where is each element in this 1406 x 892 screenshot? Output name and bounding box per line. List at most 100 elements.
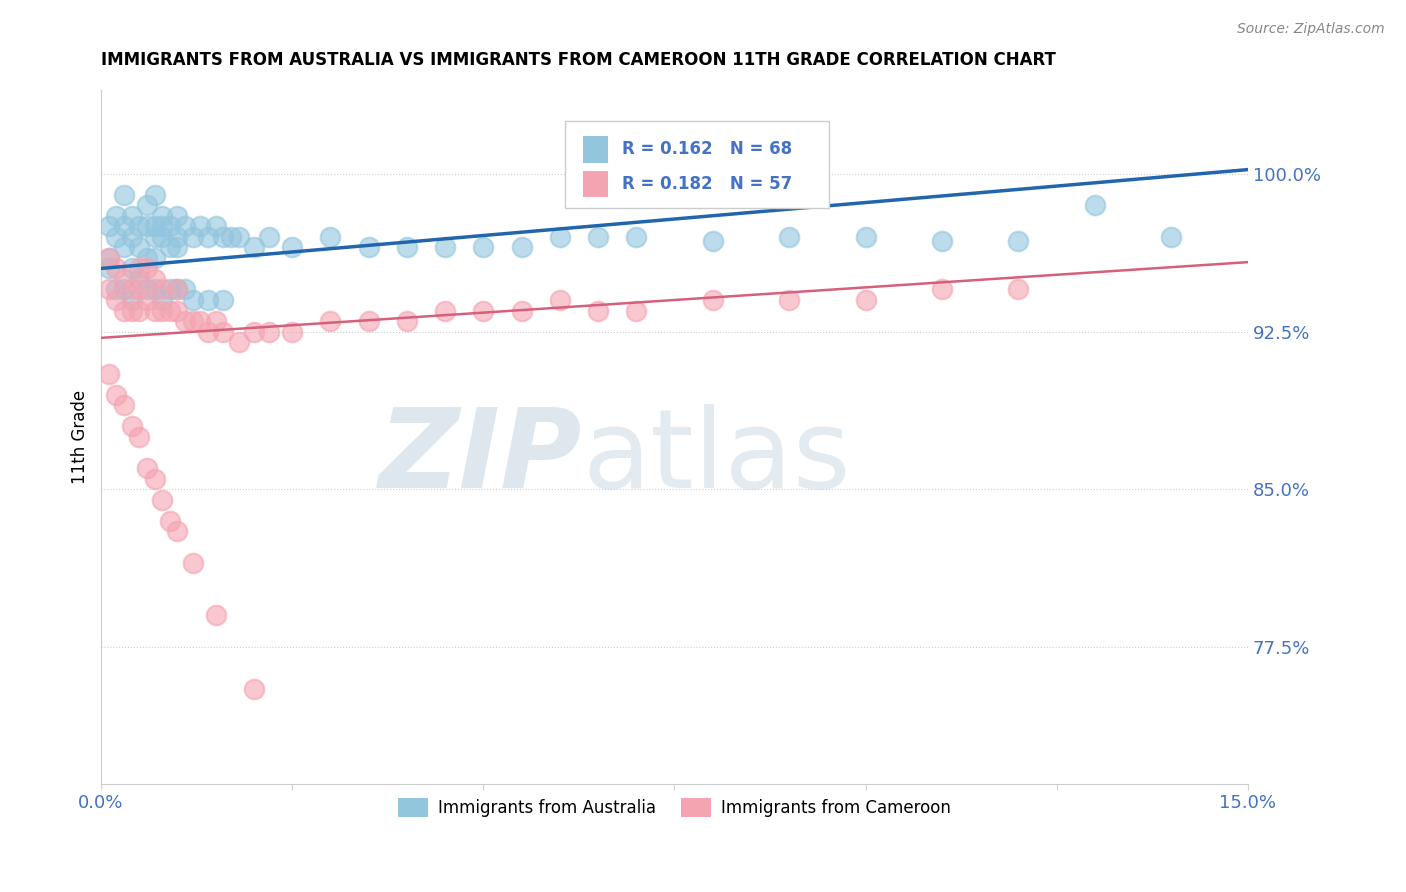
Point (204, 219, 226, 234)
Point (150, 492, 173, 507)
Point (159, 283, 181, 297)
Point (97, 219, 120, 234)
Point (174, 219, 197, 234)
Point (228, 334, 250, 349)
Point (281, 240, 304, 254)
Point (105, 387, 128, 401)
Point (150, 303, 173, 318)
Point (778, 230, 800, 244)
Point (197, 230, 219, 244)
Point (135, 251, 157, 265)
Point (931, 283, 953, 297)
Point (105, 293, 128, 307)
Point (112, 398, 135, 412)
Point (135, 283, 157, 297)
Point (143, 283, 166, 297)
Point (128, 272, 150, 286)
Point (121, 230, 143, 244)
Legend: Immigrants from Australia, Immigrants from Cameroon: Immigrants from Australia, Immigrants fr… (391, 791, 957, 824)
Point (212, 293, 235, 307)
Point (228, 230, 250, 244)
Point (702, 293, 724, 307)
Point (121, 293, 143, 307)
Point (97, 251, 120, 265)
Point (128, 240, 150, 254)
Text: atlas: atlas (582, 404, 851, 511)
Point (319, 314, 342, 328)
Point (143, 187, 166, 202)
Point (121, 283, 143, 297)
Point (135, 261, 157, 276)
Point (135, 293, 157, 307)
Point (150, 219, 173, 234)
Point (166, 230, 188, 244)
Point (702, 234, 724, 248)
Point (150, 283, 173, 297)
Point (97, 251, 120, 265)
Point (1160, 230, 1182, 244)
Point (510, 303, 533, 318)
Point (931, 234, 953, 248)
Text: R = 0.162   N = 68: R = 0.162 N = 68 (621, 140, 792, 159)
Point (395, 240, 418, 254)
Point (548, 293, 571, 307)
Point (166, 240, 188, 254)
Point (434, 303, 457, 318)
Point (121, 261, 143, 276)
Point (586, 230, 609, 244)
Point (204, 608, 226, 623)
Text: ZIP: ZIP (380, 404, 582, 511)
Point (105, 283, 128, 297)
Text: Source: ZipAtlas.com: Source: ZipAtlas.com (1237, 22, 1385, 37)
Y-axis label: 11th Grade: 11th Grade (72, 390, 89, 483)
Point (150, 293, 173, 307)
Point (159, 303, 181, 318)
Point (97, 261, 120, 276)
Point (166, 209, 188, 223)
Point (143, 272, 166, 286)
Point (243, 682, 266, 697)
Point (105, 209, 128, 223)
Point (112, 272, 135, 286)
Point (586, 303, 609, 318)
Point (112, 303, 135, 318)
Point (135, 461, 157, 475)
Point (472, 303, 495, 318)
Point (1007, 234, 1029, 248)
Point (212, 325, 235, 339)
FancyBboxPatch shape (582, 171, 607, 197)
Point (319, 230, 342, 244)
Point (166, 303, 188, 318)
Point (855, 230, 877, 244)
FancyBboxPatch shape (582, 136, 607, 162)
Point (150, 230, 173, 244)
Point (112, 219, 135, 234)
Point (143, 303, 166, 318)
Point (357, 240, 380, 254)
Point (357, 314, 380, 328)
Point (197, 293, 219, 307)
Point (181, 230, 204, 244)
Point (219, 230, 242, 244)
Point (472, 240, 495, 254)
Point (197, 325, 219, 339)
Point (434, 240, 457, 254)
Point (1007, 283, 1029, 297)
Point (626, 230, 648, 244)
Point (135, 198, 157, 212)
Point (159, 240, 181, 254)
Point (190, 219, 212, 234)
Point (166, 283, 188, 297)
Point (112, 240, 135, 254)
Point (257, 325, 280, 339)
Point (243, 325, 266, 339)
Point (204, 314, 226, 328)
FancyBboxPatch shape (565, 121, 830, 208)
Point (97, 367, 120, 381)
Point (181, 556, 204, 570)
Point (121, 419, 143, 434)
Point (257, 230, 280, 244)
Point (128, 303, 150, 318)
Point (128, 430, 150, 444)
Point (174, 314, 197, 328)
